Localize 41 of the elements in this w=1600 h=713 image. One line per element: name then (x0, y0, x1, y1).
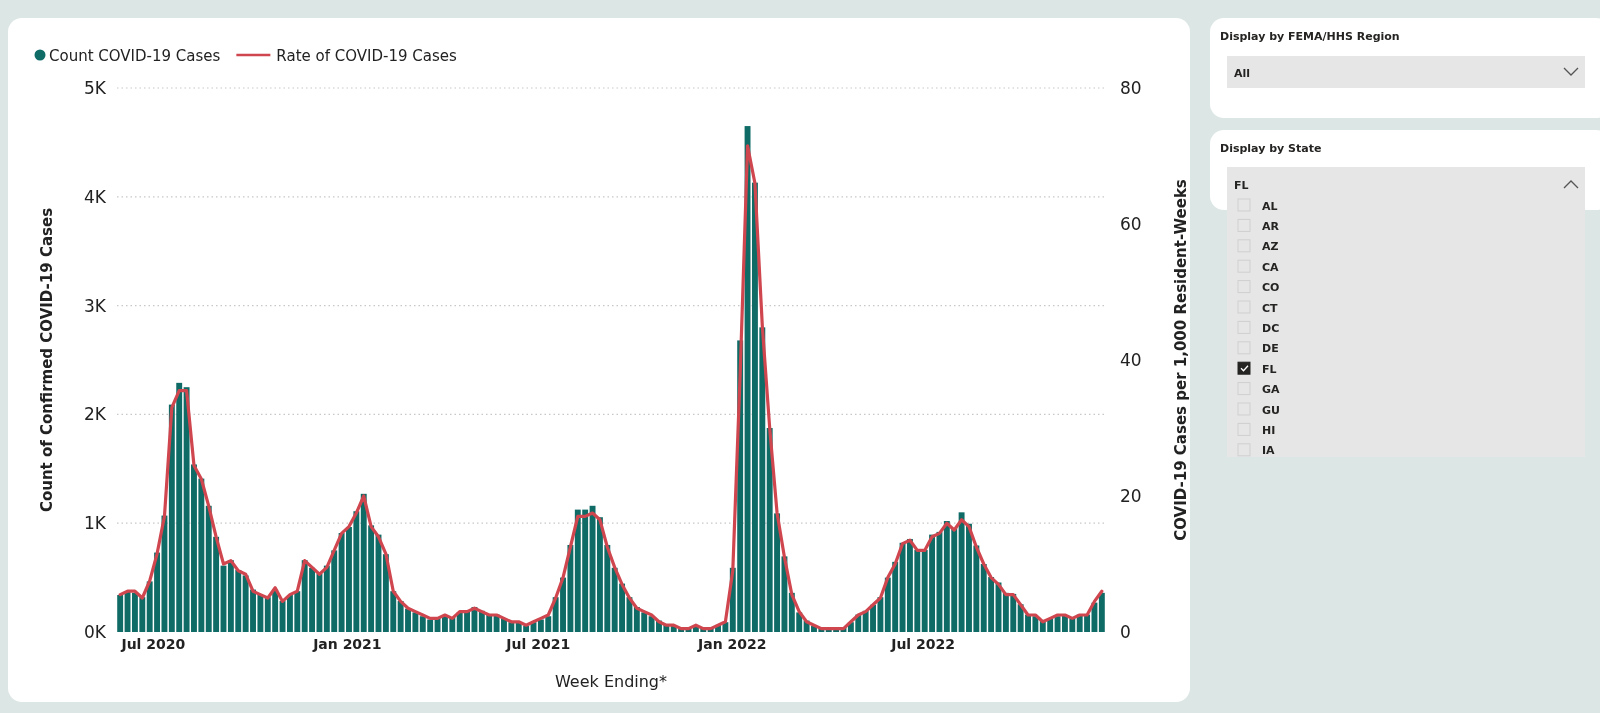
y-tick-label: 0K (84, 621, 107, 642)
y-tick-label: 5K (84, 77, 107, 98)
text: CO (1262, 281, 1280, 295)
y2-tick-label: 80 (1120, 77, 1142, 98)
bar (1098, 592, 1105, 632)
text: HI (1262, 423, 1276, 437)
x-tick-label: Jul 2022 (890, 635, 955, 652)
x-tick-label: Jul 2020 (120, 635, 186, 652)
text: Display by State (1220, 142, 1322, 155)
text: AR (1262, 219, 1280, 233)
text: AZ (1262, 240, 1279, 254)
line-series (118, 144, 1104, 631)
text: DC (1262, 321, 1280, 335)
text: IA (1262, 444, 1276, 458)
y2-tick-label: 60 (1120, 213, 1142, 234)
text: GA (1262, 383, 1281, 397)
text: Display by FEMA/HHS Region (1220, 30, 1400, 43)
y-tick-label: 3K (84, 295, 107, 316)
y2-tick-label: 0 (1120, 621, 1131, 642)
x-tick-label: Jul 2021 (505, 635, 571, 652)
text: GU (1262, 403, 1280, 417)
y2-tick-label: 40 (1120, 349, 1142, 370)
y-tick-label: 1K (84, 513, 107, 534)
y2-tick-label: 20 (1120, 485, 1142, 506)
x-tick-label: Jan 2022 (697, 635, 767, 652)
legend-label: Rate of COVID-19 Cases (276, 46, 457, 65)
y2-axis-title: COVID-19 Cases per 1,000 Resident-Weeks (1172, 179, 1190, 541)
y-tick-label: 4K (84, 186, 107, 207)
x-tick-label: Jan 2021 (312, 635, 382, 652)
text: FL (1262, 362, 1277, 376)
y-tick-label: 2K (84, 404, 107, 425)
legend-label: Count COVID-19 Cases (49, 46, 221, 65)
text: CT (1262, 301, 1279, 315)
text: AL (1262, 199, 1278, 213)
text: CA (1262, 260, 1280, 274)
text: FL (1234, 179, 1249, 192)
text: All (1234, 67, 1251, 80)
text: DE (1262, 342, 1279, 356)
x-axis-title: Week Ending* (554, 672, 668, 691)
bar (117, 595, 124, 632)
y-axis-title: Count of Confirmed COVID-19 Cases (38, 207, 56, 513)
